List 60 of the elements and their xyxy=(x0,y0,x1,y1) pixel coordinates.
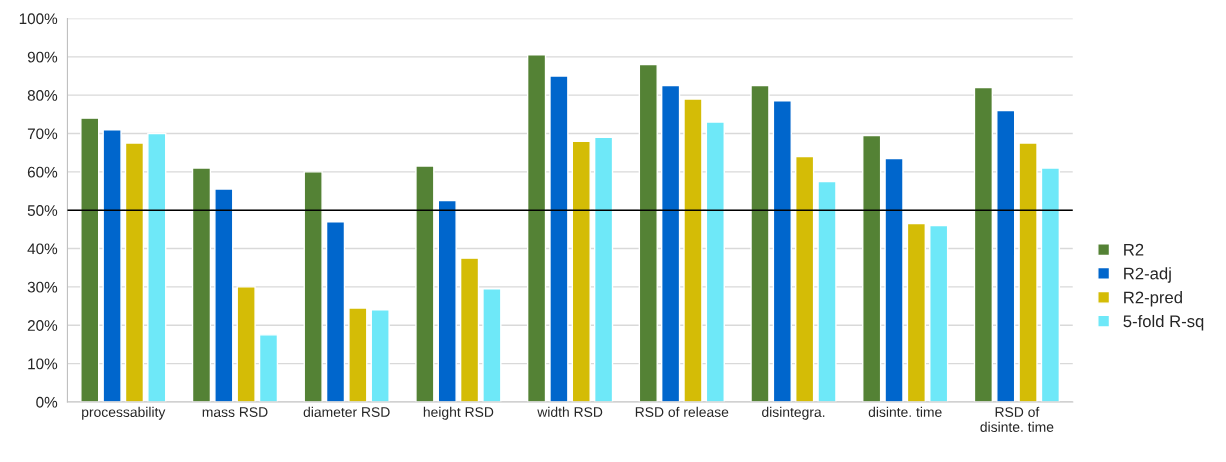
y-tick-label: 60% xyxy=(27,166,58,178)
y-tick-label: 0% xyxy=(36,396,58,408)
bar xyxy=(526,54,547,402)
y-tick-label: 70% xyxy=(27,128,58,140)
bar xyxy=(124,142,145,402)
x-tick-label: height RSD xyxy=(423,406,494,420)
bar xyxy=(303,171,323,402)
bar xyxy=(772,100,792,402)
bar xyxy=(593,136,614,402)
y-tick-label: 90% xyxy=(27,51,58,63)
bar xyxy=(795,155,815,402)
bar xyxy=(862,134,882,402)
y-tick-label: 10% xyxy=(28,358,58,370)
bar xyxy=(482,288,502,402)
y-tick-label: 40% xyxy=(27,243,58,255)
bar xyxy=(549,75,569,402)
bar xyxy=(348,307,368,402)
y-tick-label: 20% xyxy=(27,320,58,331)
x-tick-label: width RSD xyxy=(537,406,603,417)
bar xyxy=(236,286,256,402)
bar xyxy=(571,140,591,402)
bar xyxy=(750,84,770,402)
bar xyxy=(996,109,1016,402)
bar xyxy=(415,165,435,402)
bar xyxy=(1040,167,1061,402)
y-tick-label: 50% xyxy=(27,205,58,216)
legend-label: R2-pred xyxy=(1124,291,1182,307)
bar xyxy=(147,132,167,402)
bar xyxy=(638,63,658,402)
x-tick-label: processability xyxy=(82,406,166,420)
bar xyxy=(660,84,681,402)
bar xyxy=(214,188,234,402)
y-tick-label: 30% xyxy=(27,281,58,293)
bar xyxy=(929,224,949,402)
x-tick-label: disinte. time xyxy=(868,406,942,417)
legend-label: R2-adj xyxy=(1124,267,1171,283)
bar xyxy=(459,257,480,402)
x-tick-label: mass RSD xyxy=(202,407,268,417)
x-tick-label: disintegra. xyxy=(762,406,825,420)
bar xyxy=(1018,142,1038,402)
y-tick-label: 80% xyxy=(27,90,58,101)
y-tick-label: 100% xyxy=(19,13,58,25)
bar xyxy=(705,121,725,402)
bar xyxy=(973,86,994,402)
x-tick-label: diameter RSD xyxy=(303,406,390,417)
legend-label: R2 xyxy=(1124,243,1144,256)
bar xyxy=(884,157,904,402)
bar xyxy=(191,167,212,402)
bar xyxy=(258,334,279,402)
bar xyxy=(80,117,100,402)
x-tick-label: RSD of release xyxy=(635,406,729,417)
bar xyxy=(683,98,703,402)
bar xyxy=(437,199,457,402)
bar xyxy=(370,309,390,402)
legend-label: 5-fold R-sq xyxy=(1123,314,1204,331)
x-tick-label: RSD of disinte. time xyxy=(980,406,1054,432)
bar xyxy=(906,222,926,402)
bar xyxy=(817,180,837,402)
bar xyxy=(102,128,122,402)
bar xyxy=(325,221,346,402)
